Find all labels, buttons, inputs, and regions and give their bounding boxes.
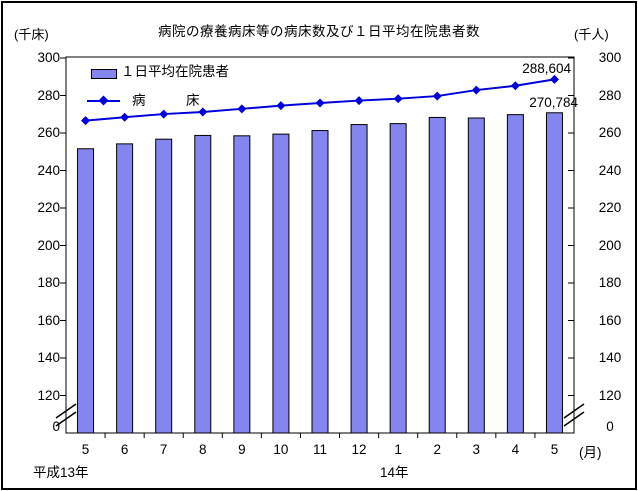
beds-marker (159, 109, 169, 119)
beds-marker (432, 91, 442, 101)
y-tick-label: 200 (37, 237, 60, 253)
bar-legend-label: １日平均在院患者 (121, 64, 229, 79)
x-tick-label: 7 (159, 442, 168, 457)
y-tick-label: 220 (37, 200, 60, 215)
month-unit-label: (月) (579, 445, 602, 460)
patients-data-label: 270,784 (529, 95, 578, 110)
bar-month-3 (467, 117, 485, 434)
axis-break-icon (55, 403, 77, 419)
y-tick-label: 120 (598, 387, 622, 403)
y-tick-label: 260 (37, 125, 60, 140)
bar-month-11 (311, 130, 329, 434)
beds-marker (471, 85, 481, 95)
chart-title: 病院の療養病床等の病床数及び１日平均在院患者数 (158, 24, 480, 39)
y-tick-label: 180 (37, 275, 60, 290)
y-tick-label: 160 (37, 312, 60, 328)
bar-month-9 (233, 135, 251, 434)
beds-marker (354, 96, 364, 106)
beds-marker (549, 74, 559, 84)
x-tick-label: 11 (312, 442, 327, 457)
beds-data-label: 288,604 (522, 61, 571, 76)
beds-marker (315, 98, 325, 108)
y-tick-label: 0 (606, 419, 614, 434)
y-tick-label: 260 (598, 125, 622, 140)
x-tick-label: 1 (394, 442, 402, 457)
bar-month-5 (77, 148, 95, 434)
x-tick-label: 5 (550, 442, 559, 457)
axis-break-icon (563, 403, 585, 419)
beds-marker (237, 104, 247, 114)
bar-legend-swatch (91, 69, 117, 79)
year-label-heisei13: 平成13年 (33, 465, 89, 480)
beds-marker (198, 107, 208, 117)
y-tick-label: 300 (37, 50, 60, 65)
y-tick-label: 240 (37, 162, 60, 178)
x-tick-label: 9 (238, 442, 246, 457)
bar-month-2 (428, 116, 446, 434)
beds-marker (276, 101, 286, 111)
bar-month-5 (545, 112, 563, 434)
beds-marker (120, 112, 130, 122)
bar-month-1 (389, 123, 407, 434)
line-legend-label: 病 床 (132, 93, 200, 108)
bar-month-10 (272, 133, 290, 434)
bar-month-8 (194, 134, 212, 434)
y-tick-label: 140 (37, 350, 60, 365)
x-tick-label: 2 (433, 442, 441, 457)
y-tick-label: 140 (598, 350, 622, 365)
bar-month-7 (155, 138, 173, 434)
y-tick-label: 280 (598, 87, 622, 103)
beds-marker (393, 94, 403, 104)
y-tick-label: 160 (598, 312, 622, 328)
bar-month-6 (116, 143, 134, 434)
y-tick-label: 0 (52, 419, 60, 434)
x-tick-label: 4 (511, 442, 520, 457)
x-tick-label: 12 (351, 442, 367, 457)
year-label-14: 14年 (380, 465, 409, 480)
x-tick-label: 8 (199, 442, 207, 457)
x-tick-label: 6 (120, 442, 129, 457)
y-tick-label: 200 (598, 237, 622, 253)
x-tick-label: 10 (273, 442, 289, 457)
y-tick-label: 220 (598, 200, 622, 215)
y-tick-label: 280 (37, 87, 60, 103)
bar-month-12 (350, 124, 368, 434)
x-tick-label: 5 (81, 442, 90, 457)
left-axis-unit-label: (千床) (14, 27, 49, 42)
x-tick-label: 3 (472, 442, 481, 457)
y-tick-label: 180 (598, 275, 622, 290)
beds-marker (510, 81, 520, 91)
y-tick-label: 300 (598, 50, 622, 65)
right-axis-unit-label: (千人) (574, 27, 609, 42)
axis-break-icon (55, 411, 77, 427)
y-tick-label: 120 (37, 387, 60, 403)
axis-break-icon (563, 411, 585, 427)
y-tick-label: 240 (598, 162, 622, 178)
beds-marker (81, 116, 91, 126)
bar-month-4 (506, 114, 524, 434)
